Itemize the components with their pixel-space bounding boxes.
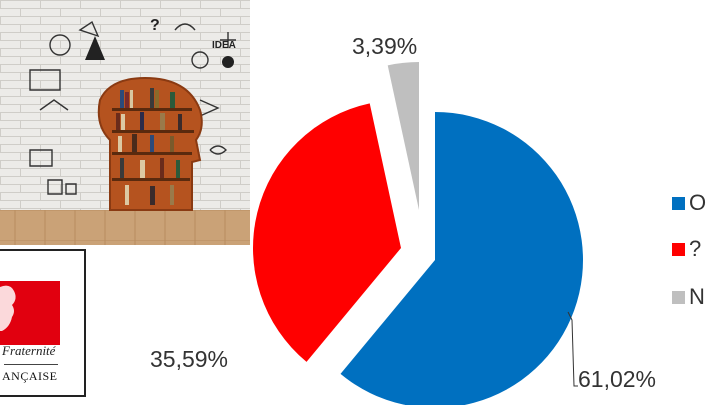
legend-item-o: O bbox=[672, 190, 706, 216]
logo-divider bbox=[4, 364, 58, 365]
logo-motto: Fraternité bbox=[2, 343, 56, 358]
red-flag-block bbox=[0, 281, 60, 345]
bookshelf-head-photo: ? IDEA bbox=[0, 0, 250, 245]
legend-label-o: O bbox=[689, 190, 707, 215]
svg-text:?: ? bbox=[150, 17, 160, 34]
slice-o bbox=[340, 112, 583, 405]
slice-question bbox=[253, 103, 401, 362]
slice-n bbox=[387, 62, 419, 210]
legend-swatch-n bbox=[672, 290, 685, 304]
slice-label-question: 35,59% bbox=[150, 346, 229, 372]
legend-item-n: N bbox=[672, 284, 705, 310]
legend-label-question: ? bbox=[689, 236, 702, 261]
slice-label-o: 61,02% bbox=[578, 366, 657, 392]
slice-label-n: 3,39% bbox=[352, 33, 418, 59]
legend-swatch-o bbox=[672, 196, 685, 210]
republique-francaise-logo: Fraternité ANÇAISE bbox=[0, 249, 86, 397]
svg-text:IDEA: IDEA bbox=[212, 40, 236, 51]
logo-name: ANÇAISE bbox=[2, 369, 58, 383]
legend-item-question: ? bbox=[672, 236, 701, 262]
legend-swatch-question bbox=[672, 242, 685, 256]
legend-label-n: N bbox=[689, 284, 705, 309]
label-leader-line bbox=[567, 311, 578, 387]
